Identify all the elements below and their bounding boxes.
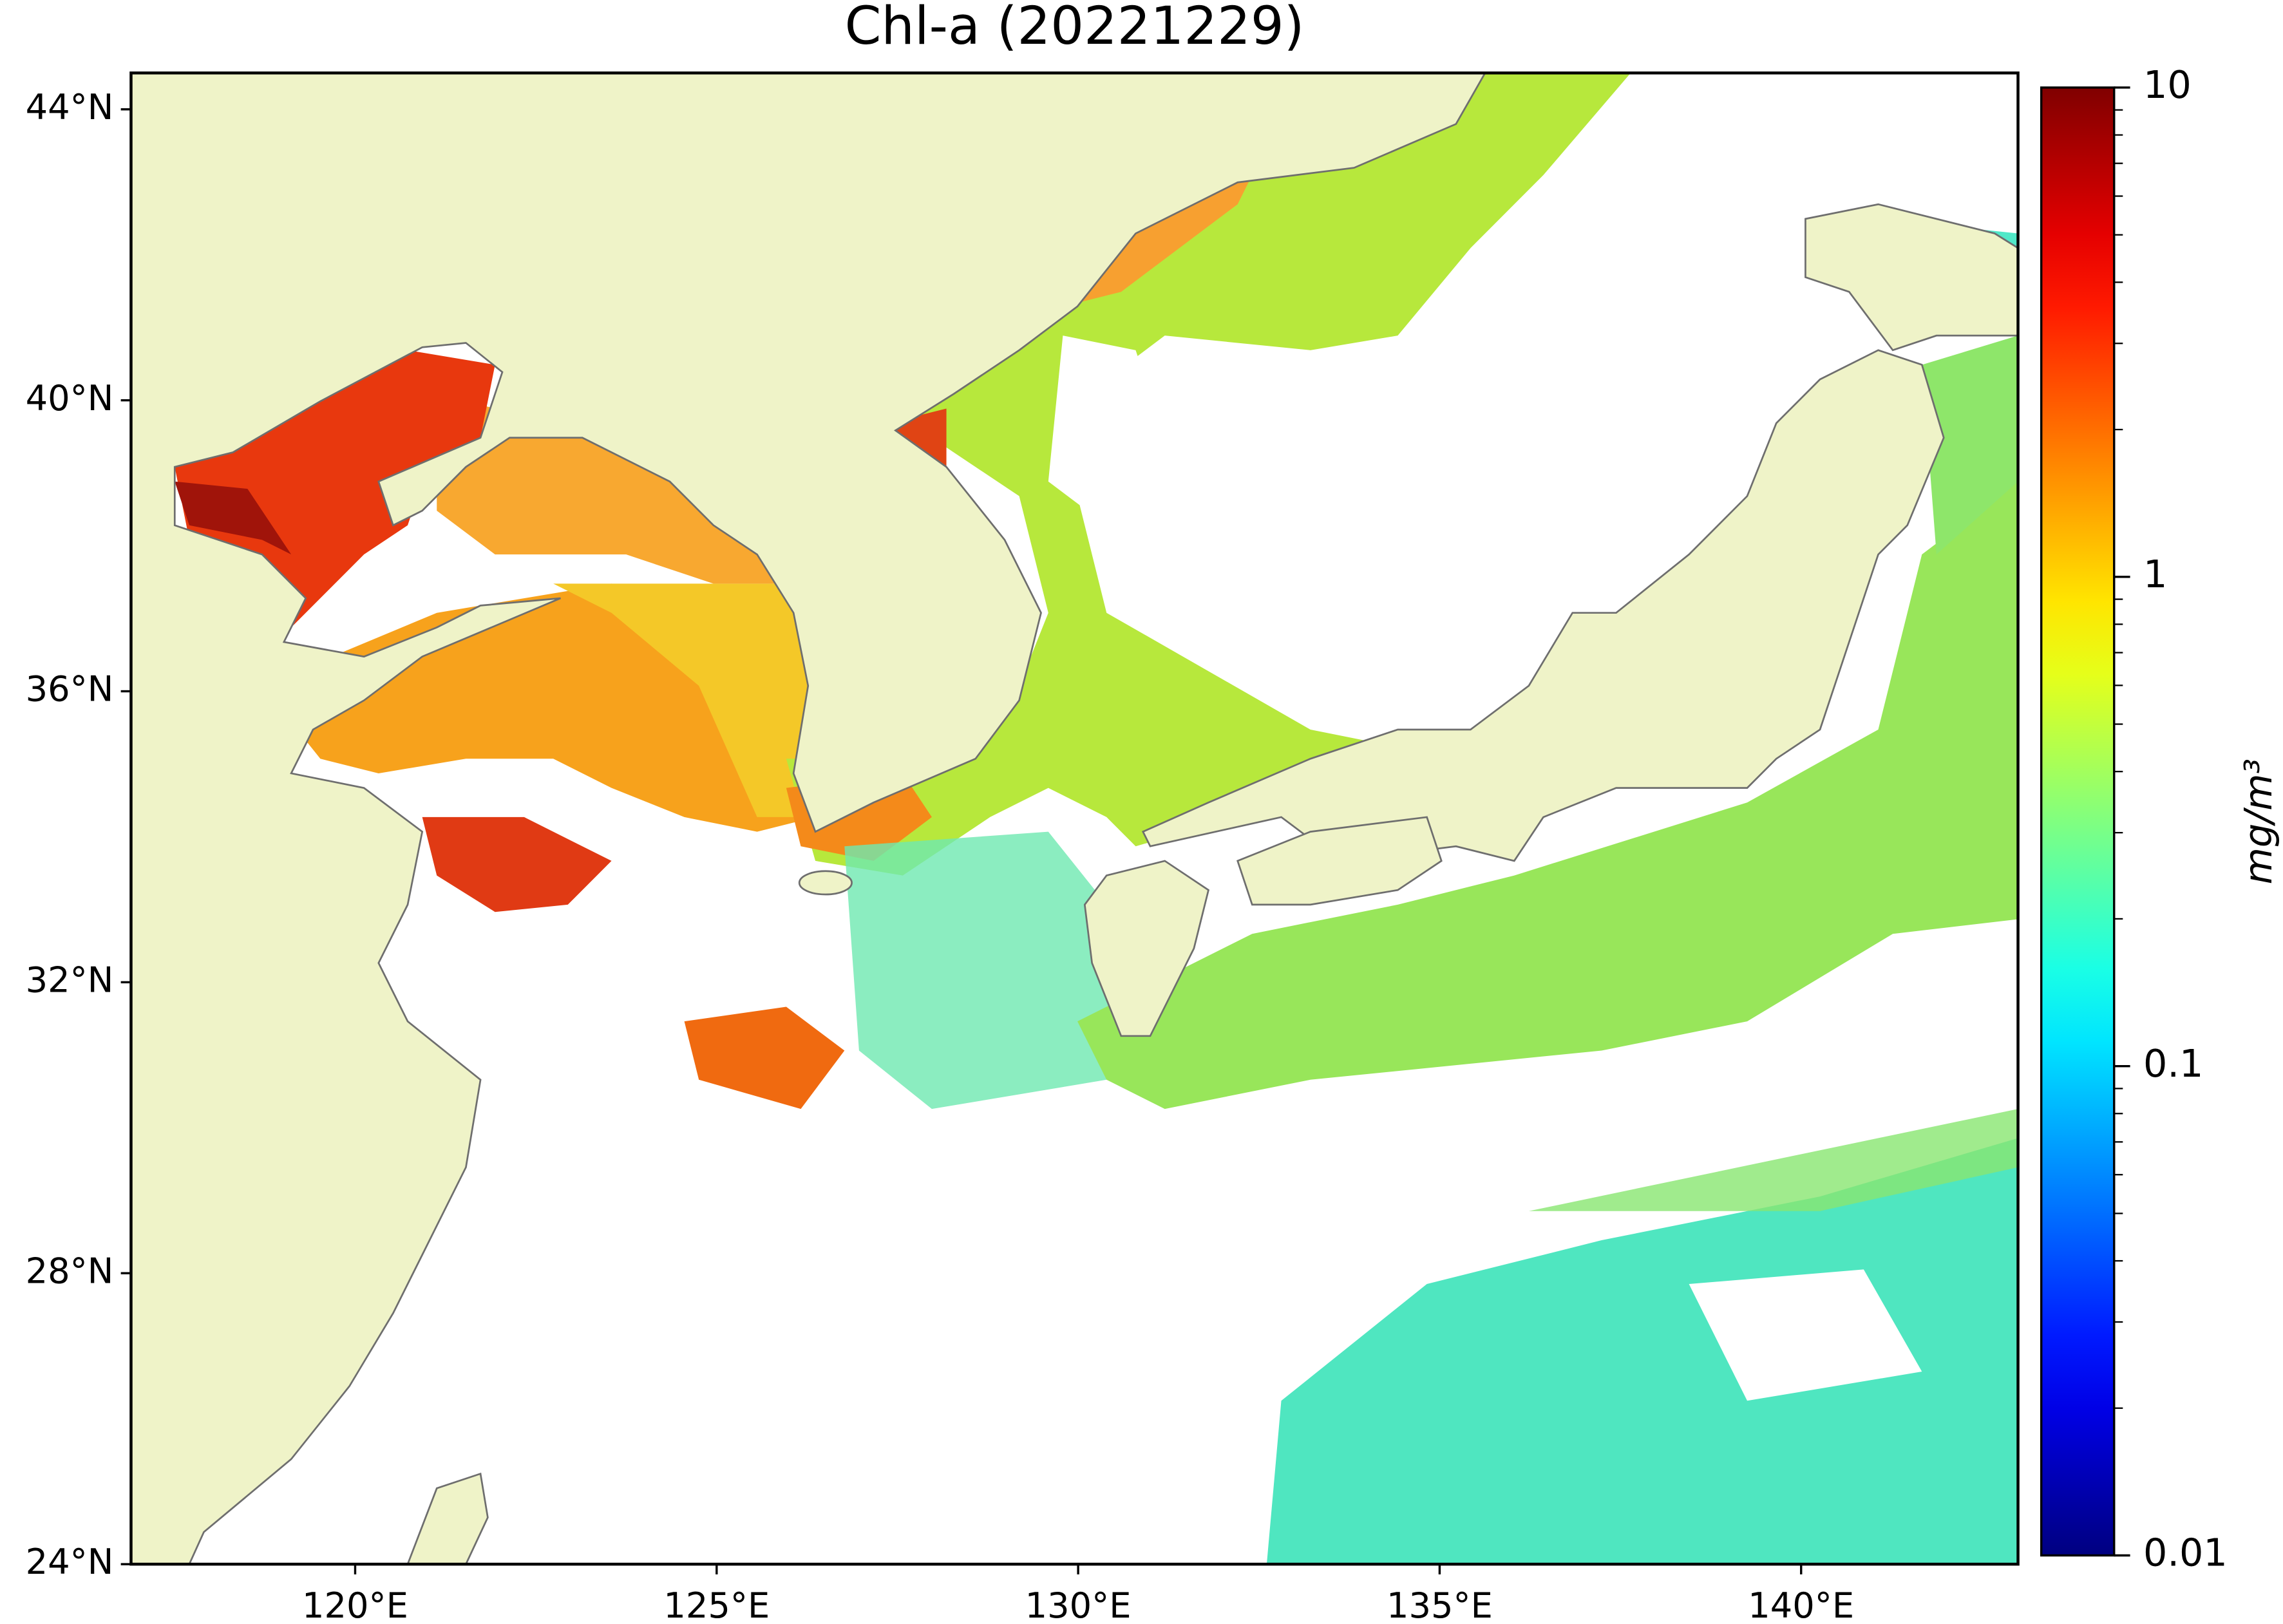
chl-field	[175, 73, 2018, 1565]
land-honshu	[1141, 349, 1945, 862]
colorbar-label: mg/m³	[2236, 759, 2280, 885]
y-tick-label: 24°N	[26, 1542, 114, 1582]
x-tick-label: 140°E	[1748, 1585, 1854, 1624]
colorbar-tick-label: 0.1	[2143, 1041, 2203, 1086]
colorbar-tick-label: 1	[2143, 552, 2167, 596]
y-tick-label: 44°N	[26, 87, 114, 127]
map	[129, 71, 2020, 1566]
y-tick-label: 32°N	[26, 959, 114, 1000]
land-asia	[130, 71, 1487, 1565]
land-jeju	[798, 870, 853, 896]
y-tick-label: 40°N	[26, 378, 114, 419]
x-tick-label: 135°E	[1387, 1585, 1493, 1624]
x-tick-label: 125°E	[663, 1585, 770, 1624]
y-tick-label: 28°N	[26, 1251, 114, 1291]
colorbar-tick-label: 0.01	[2143, 1531, 2228, 1575]
map-frame	[129, 71, 2020, 1566]
colorbar-tick-label: 10	[2143, 62, 2192, 107]
land-kyushu	[1083, 860, 1210, 1037]
y-tick-label: 36°N	[26, 669, 114, 710]
x-tick-label: 120°E	[302, 1585, 408, 1624]
title: Chl-a (20221229)	[845, 0, 1305, 57]
x-tick-label: 130°E	[1025, 1585, 1132, 1624]
land-shikoku	[1236, 816, 1443, 906]
land-hokkaido	[1805, 203, 2019, 352]
colorbar	[2040, 86, 2116, 1557]
